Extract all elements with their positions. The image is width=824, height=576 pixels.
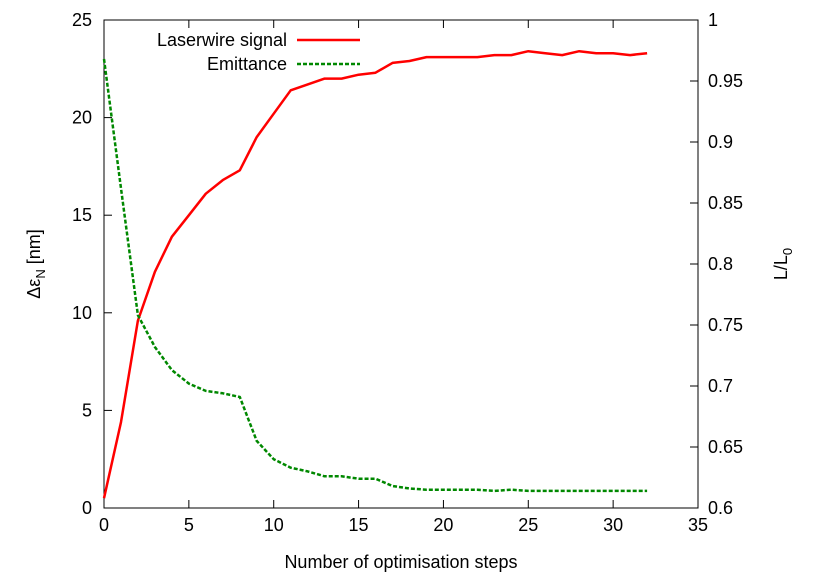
x-axis-label: Number of optimisation steps	[284, 552, 517, 572]
x-tick-label: 30	[603, 515, 623, 535]
y-axis-left-label: ΔεN [nm]	[24, 229, 48, 298]
ticks	[103, 19, 699, 509]
x-tick-label: 20	[433, 515, 453, 535]
y-right-tick-label: 0.9	[708, 132, 733, 152]
x-tick-label: 25	[518, 515, 538, 535]
y-right-tick-label: 0.95	[708, 71, 743, 91]
x-tick-label: 35	[688, 515, 708, 535]
y-right-tick-label: 1	[708, 10, 718, 30]
plot-frame	[103, 19, 699, 509]
x-tick-label: 5	[184, 515, 194, 535]
y-right-tick-label: 0.85	[708, 193, 743, 213]
legend-label-2: Emittance	[207, 54, 287, 74]
legend-label-1: Laserwire signal	[157, 30, 287, 50]
y-left-tick-label: 10	[72, 303, 92, 323]
y-left-tick-label: 25	[72, 10, 92, 30]
x-tick-label: 0	[99, 515, 109, 535]
series-lines	[102, 49, 648, 499]
y-right-tick-label: 0.8	[708, 254, 733, 274]
y-left-tick-label: 20	[72, 108, 92, 128]
y-right-tick-label: 0.7	[708, 376, 733, 396]
y-left-tick-label: 5	[82, 400, 92, 420]
y-left-tick-label: 0	[82, 498, 92, 518]
x-tick-label: 15	[349, 515, 369, 535]
tick-labels: 0 5 10 15 20 25 30 35 0 5 10 15 20 25 0.6 0.65 0.7 0.75 0.…	[72, 10, 743, 535]
y-right-tick-label: 0.65	[708, 437, 743, 457]
x-tick-label: 10	[264, 515, 284, 535]
y-right-tick-label: 0.6	[708, 498, 733, 518]
legend: Laserwire signal Emittance	[157, 30, 360, 74]
y-right-tick-label: 0.75	[708, 315, 743, 335]
series-line-1	[102, 49, 648, 499]
y-axis-right-label: L/L0	[771, 248, 795, 280]
series-line-2	[102, 58, 648, 493]
y-left-tick-label: 15	[72, 205, 92, 225]
